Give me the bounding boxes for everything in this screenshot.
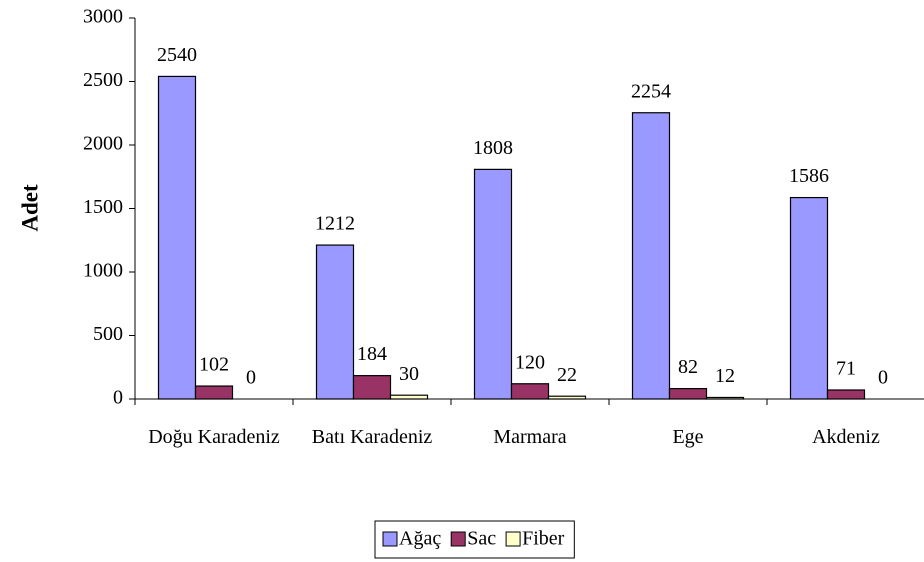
legend-label: Ağaç [399, 528, 441, 550]
data-label: 30 [399, 363, 419, 385]
bar [389, 394, 429, 400]
x-tick-label: Batı Karadeniz [311, 426, 433, 448]
bar [789, 196, 829, 400]
bar [631, 112, 671, 400]
bar [668, 387, 708, 400]
data-label: 12 [715, 365, 735, 387]
data-label: 1808 [473, 137, 513, 159]
legend-box [374, 520, 575, 559]
x-tick-label: Doğu Karadeniz [148, 426, 280, 448]
bar [547, 395, 587, 400]
legend-swatch [450, 531, 466, 547]
y-axis-label: Adet [17, 184, 42, 232]
data-label: 0 [246, 367, 256, 389]
data-label: 82 [678, 356, 698, 378]
data-label: 2540 [157, 44, 197, 66]
data-label: 120 [515, 351, 545, 373]
data-label: 22 [557, 364, 577, 386]
y-tick-label: 500 [93, 323, 123, 345]
y-tick-label: 0 [113, 387, 123, 409]
data-label: 1212 [315, 213, 355, 235]
bar [194, 385, 234, 400]
legend-swatch [505, 531, 521, 547]
y-tick-label: 1000 [83, 260, 123, 282]
y-tick-label: 2500 [83, 69, 123, 91]
bar [473, 168, 513, 400]
legend-label: Fiber [522, 528, 565, 550]
data-label: 102 [199, 354, 229, 376]
y-tick-label: 1500 [83, 196, 123, 218]
y-tick-label: 3000 [83, 6, 123, 28]
bar [826, 389, 866, 400]
legend-swatch [382, 531, 398, 547]
data-label: 184 [357, 343, 387, 365]
x-tick-label: Marmara [493, 426, 567, 448]
x-tick-label: Ege [672, 426, 704, 448]
legend-label: Sac [467, 528, 496, 550]
data-label: 2254 [631, 80, 671, 102]
y-tick-label: 2000 [83, 133, 123, 155]
bar [510, 383, 550, 400]
bar [352, 375, 392, 400]
x-tick-label: Akdeniz [812, 426, 880, 448]
bar [705, 396, 745, 400]
data-label: 0 [878, 367, 888, 389]
data-label: 71 [836, 358, 856, 380]
bar [315, 244, 355, 400]
bar [157, 75, 197, 400]
data-label: 1586 [789, 165, 829, 187]
